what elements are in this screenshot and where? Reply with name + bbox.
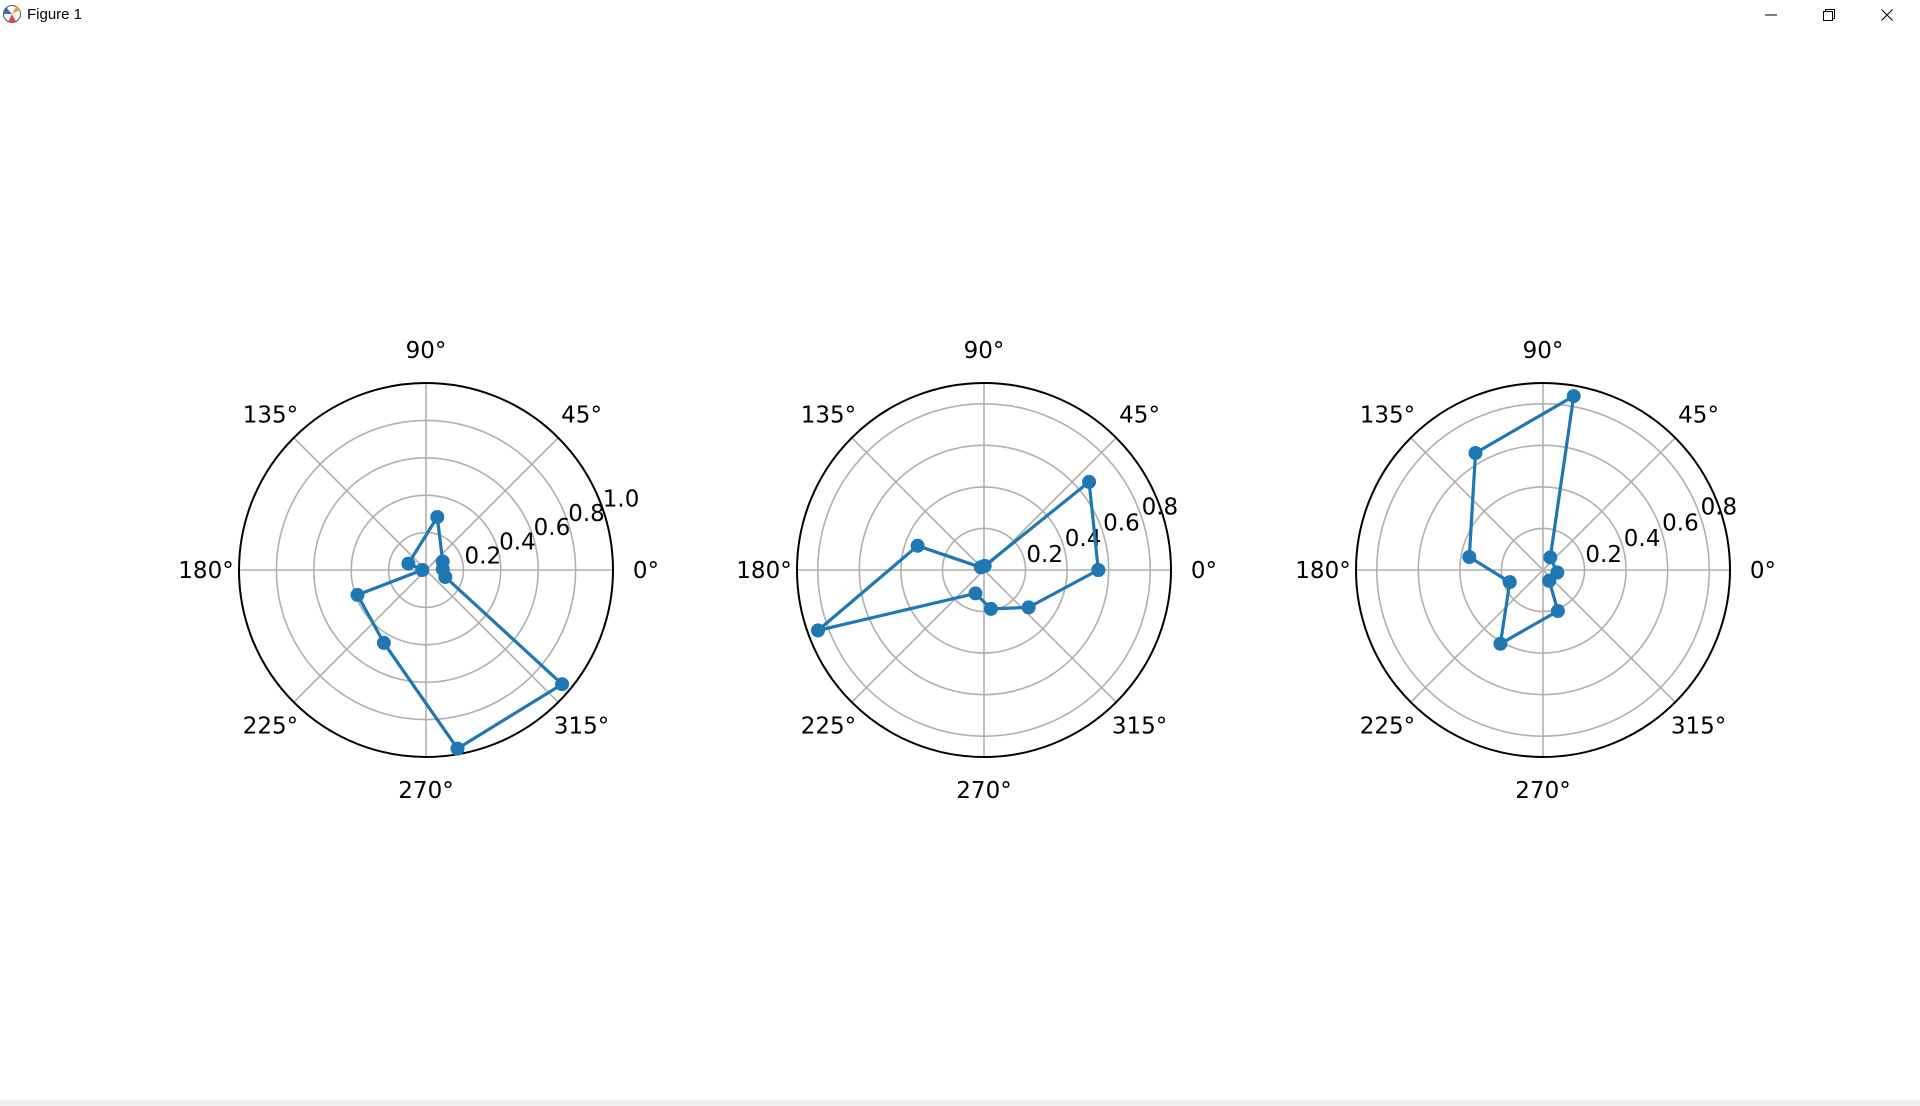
angular-gridline: [851, 569, 985, 703]
angle-tick-label: 315°: [1671, 714, 1726, 740]
data-point: [968, 586, 983, 601]
polar-frame: [796, 382, 1172, 758]
figure-canvas: 0°45°90°135°180°225°270°315°0.20.40.60.8…: [178, 338, 1776, 804]
data-point: [376, 635, 391, 650]
window-bottom-border: [0, 1100, 1920, 1106]
angular-gridline: [1410, 569, 1544, 703]
data-point: [415, 563, 430, 577]
radius-tick-label: 0.4: [1624, 526, 1661, 552]
angular-gridline: [293, 569, 427, 703]
radius-tick-label: 0.2: [1026, 542, 1063, 568]
radius-tick-label: 0.2: [465, 544, 502, 570]
angle-tick-label: 45°: [561, 402, 602, 428]
angle-tick-label: 315°: [554, 714, 609, 740]
radius-tick-label: 0.6: [1103, 510, 1140, 536]
polar-axes-2: 0°45°90°135°180°225°270°315°0.20.40.60.8: [736, 338, 1217, 804]
angle-tick-label: 90°: [964, 338, 1005, 364]
data-point: [435, 554, 450, 569]
radius-tick-label: 0.2: [1585, 542, 1622, 568]
data-point: [1542, 573, 1557, 588]
series-line: [355, 515, 564, 751]
window-title: Figure 1: [27, 6, 83, 23]
close-icon: [1881, 9, 1893, 21]
window-titlebar: Figure 1: [0, 0, 1920, 30]
angle-tick-label: 135°: [801, 402, 856, 428]
radius-tick-label: 0.6: [1662, 510, 1699, 536]
radius-tick-label: 0.8: [1142, 494, 1179, 520]
radius-tick-label: 0.4: [499, 529, 536, 555]
data-point: [973, 560, 988, 575]
data-point: [1543, 550, 1558, 565]
minimize-button[interactable]: [1742, 0, 1800, 30]
data-point: [1462, 550, 1477, 564]
angular-gridline: [1542, 569, 1676, 703]
angle-tick-label: 90°: [1523, 338, 1564, 364]
data-point: [1468, 446, 1483, 460]
angle-tick-label: 180°: [1295, 558, 1350, 584]
angle-tick-label: 225°: [801, 714, 856, 740]
series-line: [816, 480, 1100, 633]
data-point: [438, 570, 453, 584]
angle-tick-label: 180°: [178, 558, 233, 584]
angle-tick-label: 270°: [398, 778, 453, 804]
data-point: [555, 677, 570, 692]
angle-tick-label: 135°: [1360, 402, 1415, 428]
angular-gridline: [851, 437, 985, 571]
data-point: [1091, 563, 1106, 577]
radius-tick-label: 1.0: [603, 486, 640, 512]
restore-button[interactable]: [1800, 0, 1858, 30]
angle-tick-label: 90°: [406, 338, 447, 364]
data-point: [811, 623, 825, 638]
angle-tick-label: 315°: [1112, 714, 1167, 740]
series-line: [1467, 394, 1576, 646]
angle-tick-label: 0°: [1750, 558, 1776, 584]
angular-gridline: [425, 569, 559, 703]
angle-tick-label: 45°: [1119, 402, 1160, 428]
minimize-icon: [1765, 14, 1777, 16]
angular-gridline: [425, 437, 559, 571]
polar-axes-3: 0° 45° 90° 135° 180° 225° 270° 315° 0.20.40.60.8: [1295, 338, 1776, 804]
close-button[interactable]: [1858, 0, 1916, 30]
data-point: [1502, 575, 1517, 590]
angle-tick-label: 225°: [243, 714, 298, 740]
data-point: [1493, 636, 1508, 651]
angle-tick-label: 45°: [1678, 402, 1719, 428]
data-point: [1550, 604, 1565, 618]
angle-tick-label: 270°: [1515, 778, 1570, 804]
data-point: [401, 556, 416, 571]
polar-frame: [1355, 382, 1731, 758]
data-point: [983, 601, 998, 616]
angle-tick-label: 270°: [956, 778, 1011, 804]
data-point: [1566, 389, 1581, 404]
angular-gridline: [1542, 437, 1676, 571]
data-point: [350, 587, 365, 602]
data-point: [910, 538, 925, 553]
polar-frame: [238, 382, 614, 758]
restore-icon: [1823, 9, 1835, 21]
data-point: [430, 510, 445, 524]
angle-tick-label: 180°: [736, 558, 791, 584]
angular-gridline: [983, 569, 1117, 703]
angle-tick-label: 0°: [1191, 558, 1217, 584]
angular-gridline: [293, 437, 427, 571]
radius-tick-label: 0.6: [534, 515, 571, 541]
angular-gridline: [1410, 437, 1544, 571]
radius-tick-label: 0.8: [568, 501, 605, 527]
data-point: [450, 741, 465, 756]
data-point: [1082, 474, 1097, 489]
matplotlib-app-icon: [3, 5, 21, 23]
angle-tick-label: 0°: [633, 558, 659, 584]
angle-tick-label: 225°: [1360, 714, 1415, 740]
data-point: [1021, 600, 1036, 615]
radius-tick-label: 0.8: [1701, 494, 1738, 520]
angle-tick-label: 135°: [243, 402, 298, 428]
polar-axes-1: 0° 45° 90° 135° 180° 225° 270° 315° 0.20.40.60.8…: [178, 338, 659, 804]
